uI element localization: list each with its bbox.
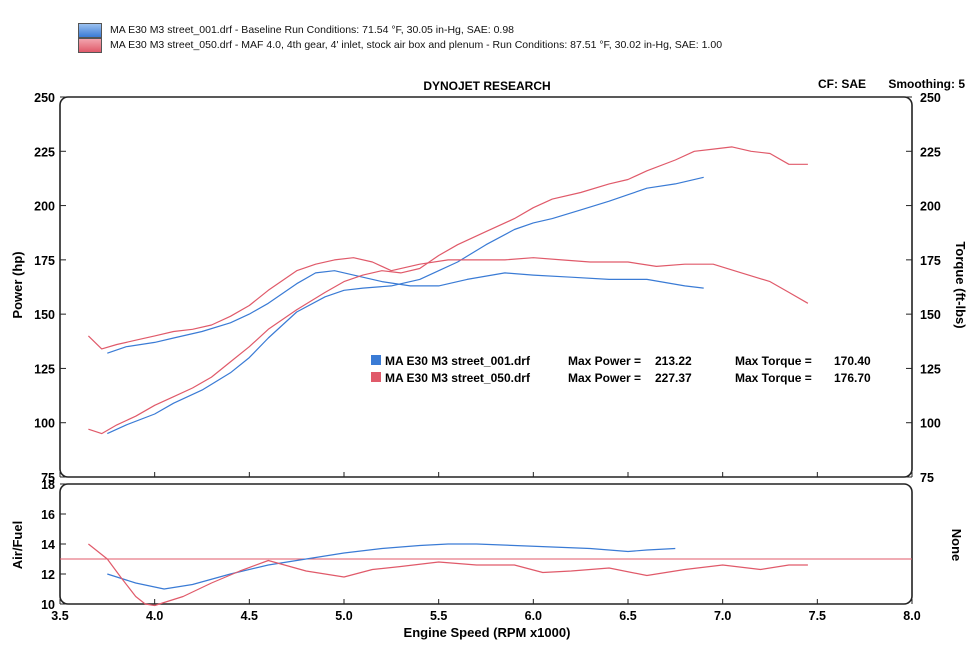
- y-tick-label: 225: [34, 145, 55, 159]
- legend-label: MA E30 M3 street_050.drf - MAF 4.0, 4th …: [110, 39, 723, 51]
- modified-torque-line: [87, 257, 809, 350]
- summary-power-value: 213.22: [655, 354, 692, 368]
- x-tick-label: 7.5: [809, 609, 826, 623]
- x-axis-label: Engine Speed (RPM x1000): [404, 625, 571, 640]
- summary-torque-label: Max Torque =: [735, 371, 812, 385]
- summary-torque-value: 176.70: [834, 371, 871, 385]
- y-tick-label-right: 250: [920, 91, 941, 105]
- y-tick-label-right: 200: [920, 200, 941, 214]
- summary-swatch-blue: [371, 355, 381, 365]
- summary-file: MA E30 M3 street_050.drf: [385, 371, 531, 385]
- air-fuel-panel: 10 12 14 16 18 3.5 4.0 4.5 5.0 5.5 6.0 6.5 7.0 7.5 8.0: [41, 478, 921, 623]
- y-tick-label: 10: [41, 598, 55, 612]
- summary-swatch-red: [371, 372, 381, 382]
- y-tick-label-right: 125: [920, 362, 941, 376]
- summary-power-label: Max Power =: [568, 354, 641, 368]
- summary-file: MA E30 M3 street_001.drf: [385, 354, 531, 368]
- x-tick-label: 7.0: [714, 609, 731, 623]
- power-torque-panel: 75 75 100 100 125 125 150 150 175 175 200 200 225 225…: [34, 91, 941, 485]
- x-tick-label: 5.5: [430, 609, 447, 623]
- x-tick-label: 5.0: [335, 609, 352, 623]
- y-tick-label-right: 225: [920, 145, 941, 159]
- y-tick-label: 175: [34, 254, 55, 268]
- y-axis-label-torque: Torque (ft-lbs): [953, 241, 968, 328]
- y-tick-label: 75: [41, 471, 55, 485]
- y-tick-label: 16: [41, 508, 55, 522]
- modified-power-line: [88, 146, 808, 435]
- x-tick-label: 6.5: [619, 609, 636, 623]
- plot-frame: [59, 96, 913, 478]
- x-tick-label: 4.0: [146, 609, 163, 623]
- y-tick-label-right: 75: [920, 471, 934, 485]
- summary-row-modified: MA E30 M3 street_050.drf Max Power = 227…: [371, 371, 871, 385]
- y-axis-label-none: None: [949, 529, 964, 562]
- summary-power-value: 227.37: [655, 371, 692, 385]
- y-tick-label-right: 175: [920, 254, 941, 268]
- legend-swatch-red: [78, 37, 102, 53]
- x-tick-label: 4.5: [241, 609, 258, 623]
- legend-label: MA E30 M3 street_001.drf - Baseline Run …: [110, 24, 515, 36]
- legend-swatch-blue: [78, 22, 102, 38]
- baseline-airfuel-line: [107, 543, 676, 590]
- x-tick-label: 6.0: [525, 609, 542, 623]
- summary-power-label: Max Power =: [568, 371, 641, 385]
- chart-title: DYNOJET RESEARCH: [423, 79, 550, 93]
- summary-torque-label: Max Torque =: [735, 354, 812, 368]
- y-tick-label: 125: [34, 362, 55, 376]
- y-tick-label: 150: [34, 308, 55, 322]
- y-tick-label: 250: [34, 91, 55, 105]
- y-tick-label: 18: [41, 478, 55, 492]
- smoothing-label: Smoothing: 5: [888, 77, 965, 91]
- y-tick-label: 12: [41, 568, 55, 582]
- y-axis-label-power: Power (hp): [10, 251, 25, 318]
- summary-torque-value: 170.40: [834, 354, 871, 368]
- y-tick-label: 14: [41, 538, 55, 552]
- x-tick-label: 8.0: [903, 609, 920, 623]
- baseline-torque-line: [107, 270, 704, 354]
- legend-item-modified: MA E30 M3 street_050.drf - MAF 4.0, 4th …: [78, 37, 723, 53]
- y-tick-label: 100: [34, 417, 55, 431]
- x-tick-label: 3.5: [51, 609, 68, 623]
- y-tick-label-right: 150: [920, 308, 941, 322]
- y-tick-label: 200: [34, 200, 55, 214]
- y-tick-label-right: 100: [920, 417, 941, 431]
- y-axis-label-airfuel: Air/Fuel: [10, 521, 25, 569]
- modified-airfuel-line: [88, 543, 808, 607]
- baseline-power-line: [107, 176, 704, 435]
- cf-label: CF: SAE: [818, 77, 866, 91]
- summary-row-baseline: MA E30 M3 street_001.drf Max Power = 213…: [371, 354, 871, 368]
- legend-item-baseline: MA E30 M3 street_001.drf - Baseline Run …: [78, 22, 515, 38]
